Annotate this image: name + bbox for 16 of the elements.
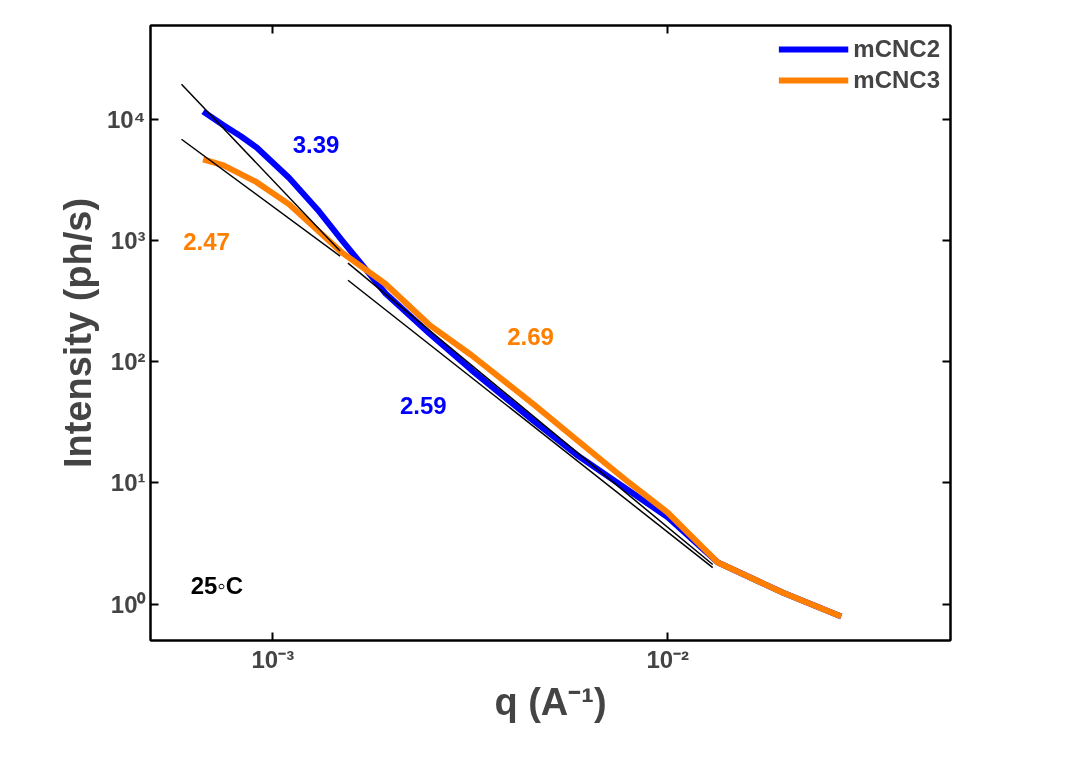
- annotation: 3.39: [292, 131, 340, 159]
- legend-label: mCNC3: [853, 66, 940, 94]
- annotation: 2.47: [183, 227, 230, 255]
- x-tick-label: 10⁻³: [251, 645, 295, 673]
- y-tick-label: 10⁰: [110, 590, 147, 618]
- annotation: 2.59: [399, 392, 447, 420]
- y-tick-label: 10³: [110, 227, 146, 255]
- y-tick-label: 10¹: [110, 469, 146, 497]
- legend-label: mCNC2: [853, 35, 940, 63]
- y-axis-title: Intensity (ph/s): [56, 197, 99, 469]
- annotation: 2.69: [507, 323, 554, 351]
- x-axis-title: q (A⁻¹): [494, 680, 607, 723]
- x-tick-label: 10⁻²: [646, 645, 690, 673]
- annotation: 25◦C: [190, 572, 244, 600]
- y-tick-label: 10²: [110, 348, 146, 376]
- y-tick-label: 10⁴: [106, 106, 146, 134]
